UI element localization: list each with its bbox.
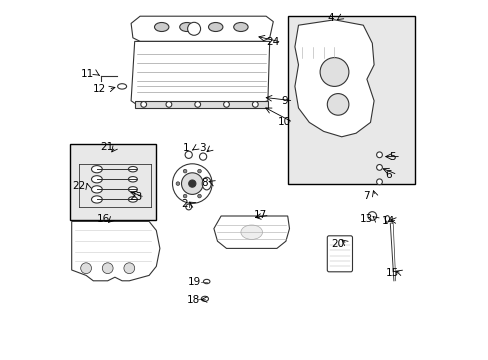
Circle shape bbox=[223, 102, 229, 107]
Text: 16: 16 bbox=[96, 214, 109, 224]
Circle shape bbox=[188, 180, 196, 187]
Ellipse shape bbox=[91, 186, 102, 193]
Text: 3: 3 bbox=[198, 143, 205, 153]
Circle shape bbox=[197, 194, 201, 198]
Text: 20: 20 bbox=[331, 239, 344, 249]
Circle shape bbox=[166, 102, 171, 107]
Circle shape bbox=[181, 173, 203, 194]
Ellipse shape bbox=[128, 177, 137, 182]
Circle shape bbox=[252, 102, 258, 107]
Text: 7: 7 bbox=[362, 191, 369, 201]
Circle shape bbox=[183, 194, 186, 198]
Text: 8: 8 bbox=[201, 178, 207, 188]
Ellipse shape bbox=[208, 23, 223, 32]
Circle shape bbox=[376, 152, 382, 158]
Text: 10: 10 bbox=[277, 117, 290, 127]
Text: 11: 11 bbox=[81, 69, 94, 79]
Circle shape bbox=[376, 179, 382, 185]
Text: 4: 4 bbox=[327, 13, 333, 23]
Ellipse shape bbox=[385, 216, 389, 222]
Ellipse shape bbox=[128, 166, 137, 172]
Text: 15: 15 bbox=[386, 268, 399, 278]
Text: 24: 24 bbox=[265, 37, 279, 47]
Ellipse shape bbox=[201, 296, 208, 301]
Text: 19: 19 bbox=[187, 276, 200, 287]
Text: 12: 12 bbox=[93, 84, 106, 94]
Circle shape bbox=[187, 22, 200, 35]
Text: 22: 22 bbox=[72, 181, 85, 192]
Ellipse shape bbox=[91, 196, 102, 203]
Circle shape bbox=[81, 263, 91, 274]
Text: 14: 14 bbox=[381, 216, 394, 226]
Ellipse shape bbox=[203, 279, 209, 284]
Polygon shape bbox=[294, 20, 373, 137]
Circle shape bbox=[320, 58, 348, 86]
Circle shape bbox=[185, 204, 191, 210]
Circle shape bbox=[141, 102, 146, 107]
Polygon shape bbox=[134, 101, 267, 108]
Text: 23: 23 bbox=[129, 192, 142, 202]
Circle shape bbox=[176, 182, 179, 185]
Text: 5: 5 bbox=[388, 152, 395, 162]
Ellipse shape bbox=[128, 187, 137, 192]
Text: 18: 18 bbox=[186, 294, 200, 305]
Text: 1: 1 bbox=[183, 143, 189, 153]
Text: 13: 13 bbox=[360, 214, 373, 224]
Circle shape bbox=[204, 182, 208, 185]
Circle shape bbox=[172, 164, 212, 203]
Ellipse shape bbox=[241, 225, 262, 239]
Ellipse shape bbox=[117, 84, 126, 89]
Ellipse shape bbox=[233, 23, 247, 32]
Text: 21: 21 bbox=[100, 142, 113, 152]
Bar bbox=[70, 144, 156, 220]
Circle shape bbox=[123, 263, 134, 274]
Text: 9: 9 bbox=[281, 96, 287, 106]
Bar bbox=[287, 16, 415, 184]
Ellipse shape bbox=[202, 177, 211, 190]
Ellipse shape bbox=[154, 23, 168, 32]
Ellipse shape bbox=[91, 176, 102, 183]
Ellipse shape bbox=[128, 197, 137, 202]
Polygon shape bbox=[72, 221, 160, 281]
Ellipse shape bbox=[91, 166, 102, 173]
Text: 6: 6 bbox=[385, 170, 391, 180]
Circle shape bbox=[102, 263, 113, 274]
Circle shape bbox=[185, 151, 192, 158]
Circle shape bbox=[326, 94, 348, 115]
FancyBboxPatch shape bbox=[326, 236, 352, 272]
Polygon shape bbox=[213, 216, 289, 248]
Text: 2: 2 bbox=[181, 199, 187, 210]
Circle shape bbox=[199, 153, 206, 160]
Polygon shape bbox=[131, 41, 269, 104]
Circle shape bbox=[194, 102, 200, 107]
Circle shape bbox=[376, 165, 382, 170]
Ellipse shape bbox=[179, 23, 194, 32]
Polygon shape bbox=[131, 16, 273, 41]
Text: 17: 17 bbox=[254, 210, 267, 220]
Circle shape bbox=[183, 169, 186, 173]
Circle shape bbox=[197, 169, 201, 173]
